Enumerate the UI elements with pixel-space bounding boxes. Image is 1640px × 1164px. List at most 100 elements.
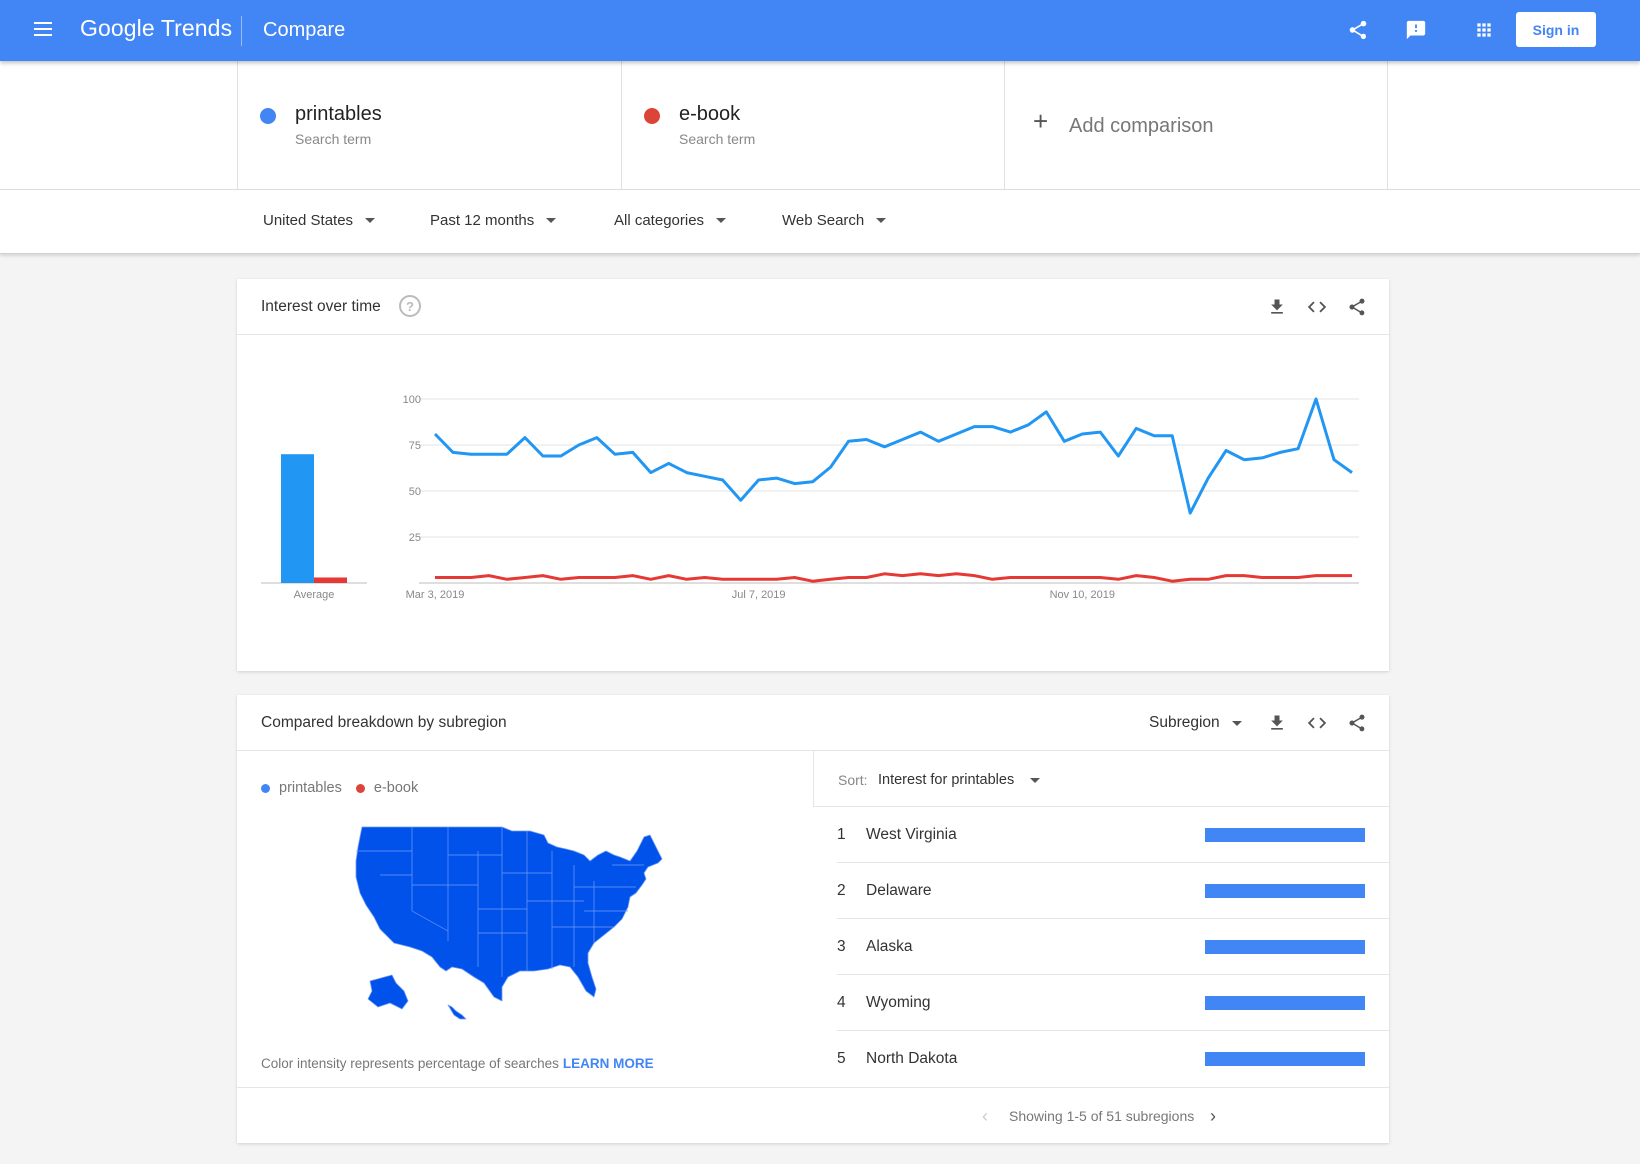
google-trends-logo[interactable]: Google Trends [80,15,233,41]
share-bar [1205,940,1365,954]
rank-number: 2 [837,882,846,899]
region-filter-label: United States [263,212,354,229]
region-filter[interactable]: United States [263,212,376,229]
sort-label: Sort: [838,772,868,788]
rank-number: 4 [837,994,846,1011]
header-divider [241,16,242,46]
page-title: Compare [263,19,346,41]
search-type-filter-label: Web Search [782,212,865,229]
share-icon[interactable] [1344,16,1372,44]
caret-down-icon [1231,720,1242,726]
category-filter-label: All categories [614,212,705,229]
subregion-name: Wyoming [866,994,931,1011]
term-type: Search term [679,131,756,147]
share-bar [1205,884,1365,898]
learn-more-link[interactable]: LEARN MORE [562,1056,654,1071]
help-icon[interactable]: ? [399,295,421,317]
card-header: Interest over time ? [237,279,1389,335]
subregion-name: Alaska [866,938,913,955]
interest-over-time-card: Interest over time ? 100 75 50 25 Average Mar… [237,279,1389,671]
x-tick-label: Mar 3, 2019 [406,589,465,601]
embed-code-icon[interactable] [1305,711,1329,735]
interest-line-chart: 100 75 50 25 Average Mar 3, 2019 Jul 7, 2019 No… [261,394,1359,601]
list-item[interactable]: 5 North Dakota [837,1031,1389,1087]
term-card-ebook[interactable]: e-book Search term [621,61,1004,190]
legend-dot-ebook [355,783,365,793]
list-item[interactable]: 4 Wyoming [837,975,1389,1031]
sort-row: Sort: Interest for printables [813,751,1389,807]
share-icon[interactable] [1345,295,1369,319]
feedback-icon[interactable] [1402,16,1430,44]
caret-down-icon [716,218,727,223]
apps-grid-icon[interactable] [1470,16,1498,44]
map-note-text: Color intensity represents percentage of… [261,1056,559,1071]
download-icon[interactable] [1265,295,1289,319]
time-filter[interactable]: Past 12 months [430,212,557,229]
term-card-printables[interactable]: printables Search term [237,61,621,190]
subregion-name: West Virginia [866,826,957,843]
term-name: e-book [679,103,741,125]
legend-label-ebook: e-book [373,780,419,796]
rank-number: 3 [837,938,846,955]
y-tick-label: 100 [403,394,421,406]
share-icon[interactable] [1345,711,1369,735]
average-bar-printables [281,454,314,583]
breakdown-card: Compared breakdown by subregion Subregio… [237,695,1389,1143]
sort-select-value: Interest for printables [878,772,1015,788]
subregion-select-label: Subregion [1149,714,1220,731]
share-bar [1205,1052,1365,1066]
chevron-right-icon[interactable]: › [1210,1106,1216,1126]
card-title: Interest over time [261,298,381,315]
share-bar [1205,996,1365,1010]
caret-down-icon [1030,777,1041,783]
y-tick-label: 75 [409,440,421,452]
subregion-name: Delaware [866,882,932,899]
plus-icon: + [1033,106,1049,136]
add-comparison-button[interactable]: + Add comparison [1004,61,1388,190]
search-terms-bar: printables Search term e-book Search ter… [0,61,1640,190]
map-legend: printables e-book [261,780,418,796]
list-item[interactable]: 1 West Virginia [837,807,1389,863]
share-bar [1205,828,1365,842]
subregion-name: North Dakota [866,1050,958,1067]
sign-in-button[interactable]: Sign in [1516,12,1596,47]
list-item[interactable]: 2 Delaware [837,863,1389,919]
card-header: Compared breakdown by subregion Subregio… [237,695,1389,751]
term-type: Search term [295,131,372,147]
list-item[interactable]: 3 Alaska [837,919,1389,975]
menu-icon[interactable] [30,18,56,42]
caret-down-icon [365,218,376,223]
average-label: Average [294,589,335,601]
filters-bar: United States Past 12 months All categor… [0,190,1640,254]
add-comparison-label: Add comparison [1069,115,1214,137]
average-bar-ebook [314,577,347,583]
time-filter-label: Past 12 months [430,212,535,229]
search-type-filter[interactable]: Web Search [782,212,887,229]
app-header: Google Trends Compare Sign in [0,0,1640,61]
term-color-dot [260,108,276,124]
term-color-dot [644,108,660,124]
category-filter[interactable]: All categories [614,212,727,229]
map-hawaii [447,1004,467,1020]
rank-number: 5 [837,1050,846,1067]
term-name: printables [295,103,382,125]
rank-number: 1 [837,826,846,843]
caret-down-icon [546,218,557,223]
legend-label-printables: printables [279,780,342,796]
x-tick-label: Nov 10, 2019 [1050,589,1115,601]
series-line-printables [433,397,1353,515]
pagination-text: Showing 1-5 of 51 subregions [1009,1108,1195,1124]
map-mainland [355,826,663,1002]
subregion-select[interactable]: Subregion [1149,714,1242,732]
chevron-left-icon[interactable]: ‹ [982,1106,988,1126]
map-note: Color intensity represents percentage of… [261,1056,654,1071]
embed-code-icon[interactable] [1305,295,1329,319]
download-icon[interactable] [1265,711,1289,735]
x-tick-label: Jul 7, 2019 [732,589,786,601]
card-title: Compared breakdown by subregion [261,714,507,731]
legend-dot-printables [261,783,270,793]
caret-down-icon [876,218,887,223]
us-subregion-map[interactable] [352,821,682,1021]
sort-select[interactable]: Interest for printables [878,772,1041,788]
y-tick-label: 25 [409,532,421,544]
